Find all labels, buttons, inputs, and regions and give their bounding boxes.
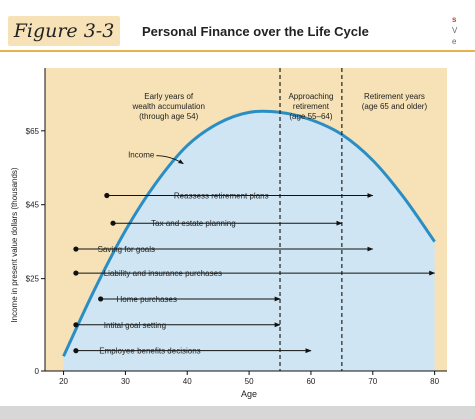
- side-text-fragment: s V e: [452, 14, 457, 47]
- y-tick-label: $45: [26, 201, 40, 210]
- x-tick-label: 50: [245, 377, 254, 386]
- stage-label: (age 65 and older): [362, 102, 428, 111]
- x-tick-label: 30: [121, 377, 130, 386]
- header-rule: [0, 50, 475, 52]
- stage-label: (age 55–64): [289, 112, 332, 121]
- activity-label: Liability and insurance purchases: [104, 269, 222, 278]
- stage-label: Early years of: [144, 92, 194, 101]
- activity-label: Saving for goals: [98, 245, 155, 254]
- activity-start-dot: [73, 246, 79, 252]
- activity-start-dot: [98, 296, 104, 302]
- activity-label: Home purchases: [117, 295, 177, 304]
- x-tick-label: 60: [306, 377, 315, 386]
- x-tick-label: 80: [430, 377, 439, 386]
- figure-title: Personal Finance over the Life Cycle: [142, 24, 369, 39]
- footer-bar: [0, 406, 475, 419]
- y-tick-label: $25: [26, 275, 40, 284]
- income-annotation-arrow: [156, 155, 184, 165]
- activity-start-dot: [73, 348, 79, 354]
- figure-label: Figure 3-3: [13, 20, 115, 42]
- income-annotation: Income: [128, 151, 155, 160]
- x-tick-label: 40: [183, 377, 192, 386]
- stage-label: (through age 54): [139, 112, 198, 121]
- side-fragment-line: e: [452, 37, 457, 46]
- activity-start-dot: [110, 220, 116, 226]
- y-tick-label: 0: [35, 367, 40, 376]
- x-axis-label: Age: [241, 389, 257, 399]
- stage-label: wealth accumulation: [131, 102, 204, 111]
- activity-label: Tax and estate planning: [151, 219, 236, 228]
- activity-start-dot: [73, 270, 79, 276]
- stage-label: Approaching: [288, 92, 333, 101]
- activity-label: Employee benefits decisions: [99, 347, 200, 356]
- stage-label: Retirement years: [364, 92, 425, 101]
- activity-label: Intital goal setting: [104, 321, 166, 330]
- y-axis-label: Income in present value dollars (thousan…: [10, 167, 19, 323]
- side-fragment-line: V: [452, 26, 458, 35]
- x-tick-label: 20: [59, 377, 68, 386]
- income-curve: [62, 109, 436, 357]
- x-tick-label: 70: [368, 377, 377, 386]
- figure-header: Figure 3-3 Personal Finance over the Lif…: [0, 0, 475, 54]
- y-tick-label: $65: [26, 127, 40, 136]
- activity-start-dot: [104, 192, 110, 199]
- figure-label-box: Figure 3-3: [8, 16, 120, 46]
- activity-label: Reassess retirement plans: [174, 191, 269, 200]
- side-fragment-line: s: [452, 15, 457, 24]
- activity-start-dot: [73, 322, 79, 328]
- stage-label: retirement: [293, 102, 330, 111]
